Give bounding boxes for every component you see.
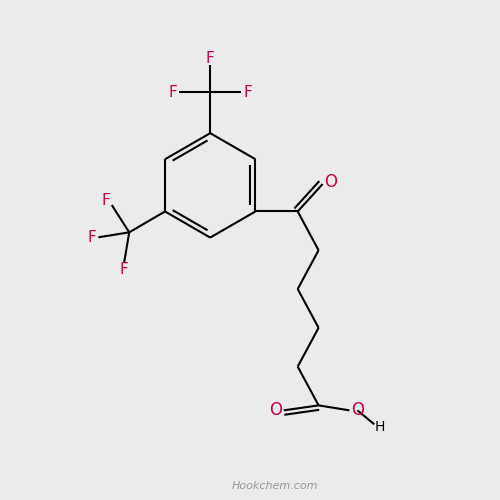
Text: Hookchem.com: Hookchem.com bbox=[232, 481, 318, 491]
Text: F: F bbox=[168, 85, 177, 100]
Text: F: F bbox=[87, 230, 96, 245]
Text: F: F bbox=[102, 192, 110, 208]
Text: O: O bbox=[351, 402, 364, 419]
Text: F: F bbox=[206, 50, 214, 66]
Text: O: O bbox=[324, 172, 338, 190]
Text: O: O bbox=[269, 402, 282, 419]
Text: H: H bbox=[375, 420, 386, 434]
Text: F: F bbox=[244, 85, 252, 100]
Text: F: F bbox=[120, 262, 128, 277]
